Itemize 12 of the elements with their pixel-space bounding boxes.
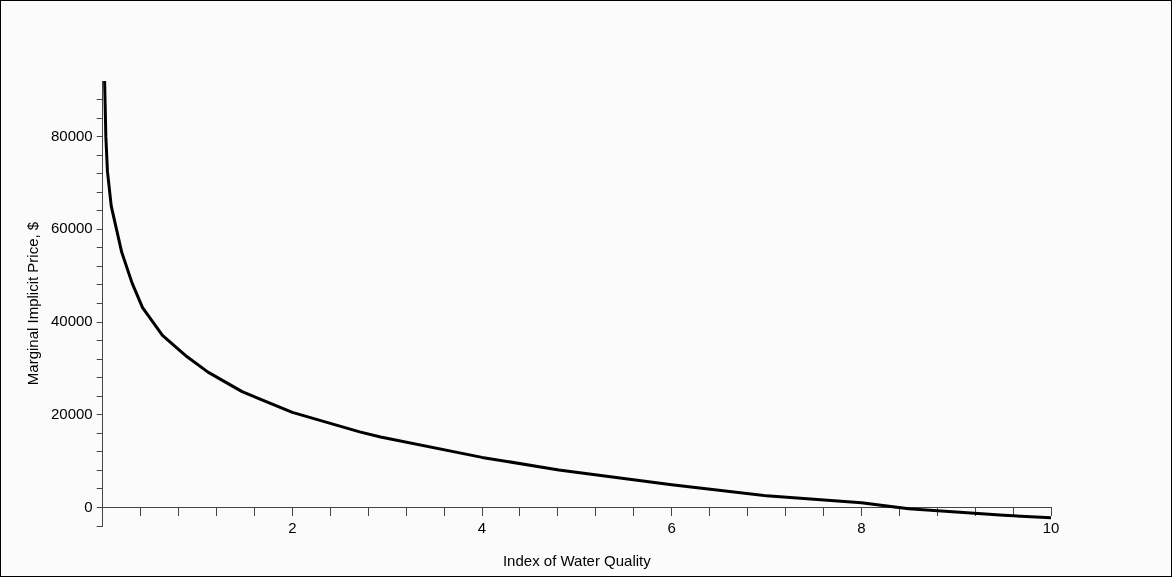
x-tick-label: 10 — [1042, 518, 1060, 536]
x-axis-title: Index of Water Quality — [502, 551, 652, 569]
y-tick-label: 20000 — [50, 404, 93, 422]
y-tick-label: 40000 — [50, 312, 93, 330]
y-tick-label: 0 — [84, 497, 93, 515]
y-tick-label: 80000 — [50, 126, 93, 144]
x-tick-label: 6 — [667, 518, 676, 536]
y-axis-title: Marginal Implicit Price, $ — [24, 221, 42, 386]
y-tick-label: 60000 — [50, 219, 93, 237]
x-tick-label: 8 — [857, 518, 866, 536]
x-tick-label: 2 — [288, 518, 297, 536]
x-tick-label: 4 — [477, 518, 487, 536]
